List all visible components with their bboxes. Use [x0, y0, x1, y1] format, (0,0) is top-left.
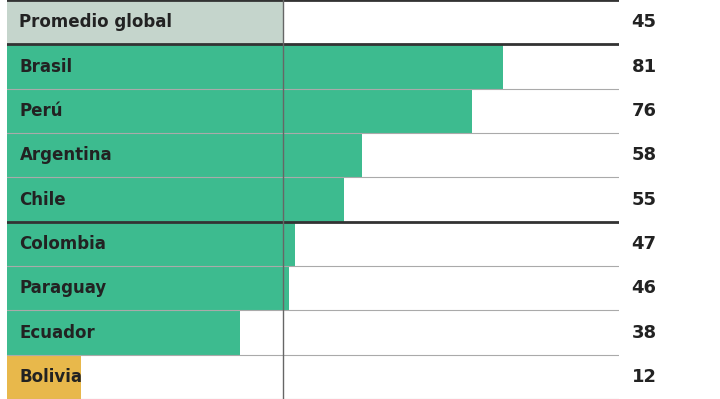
Bar — [7, 44, 503, 89]
Text: 55: 55 — [631, 190, 657, 209]
Bar — [7, 222, 295, 266]
Bar — [7, 355, 81, 399]
Text: 76: 76 — [631, 102, 657, 120]
Text: 38: 38 — [631, 324, 657, 342]
Text: Perú: Perú — [19, 102, 63, 120]
Text: 46: 46 — [631, 279, 657, 297]
Text: Paraguay: Paraguay — [19, 279, 107, 297]
Text: 45: 45 — [631, 13, 657, 31]
Text: Ecuador: Ecuador — [19, 324, 95, 342]
Text: Colombia: Colombia — [19, 235, 107, 253]
Text: Argentina: Argentina — [19, 146, 112, 164]
Bar — [7, 89, 472, 133]
Text: Brasil: Brasil — [19, 57, 73, 75]
Text: 58: 58 — [631, 146, 657, 164]
Text: 47: 47 — [631, 235, 657, 253]
Bar — [7, 266, 289, 310]
Bar — [7, 177, 344, 222]
Text: Bolivia: Bolivia — [19, 368, 82, 386]
Text: Promedio global: Promedio global — [19, 13, 173, 31]
Text: Chile: Chile — [19, 190, 66, 209]
Bar — [7, 0, 282, 44]
Bar — [7, 133, 362, 177]
Text: 81: 81 — [631, 57, 657, 75]
Bar — [7, 310, 240, 355]
Text: 12: 12 — [631, 368, 657, 386]
